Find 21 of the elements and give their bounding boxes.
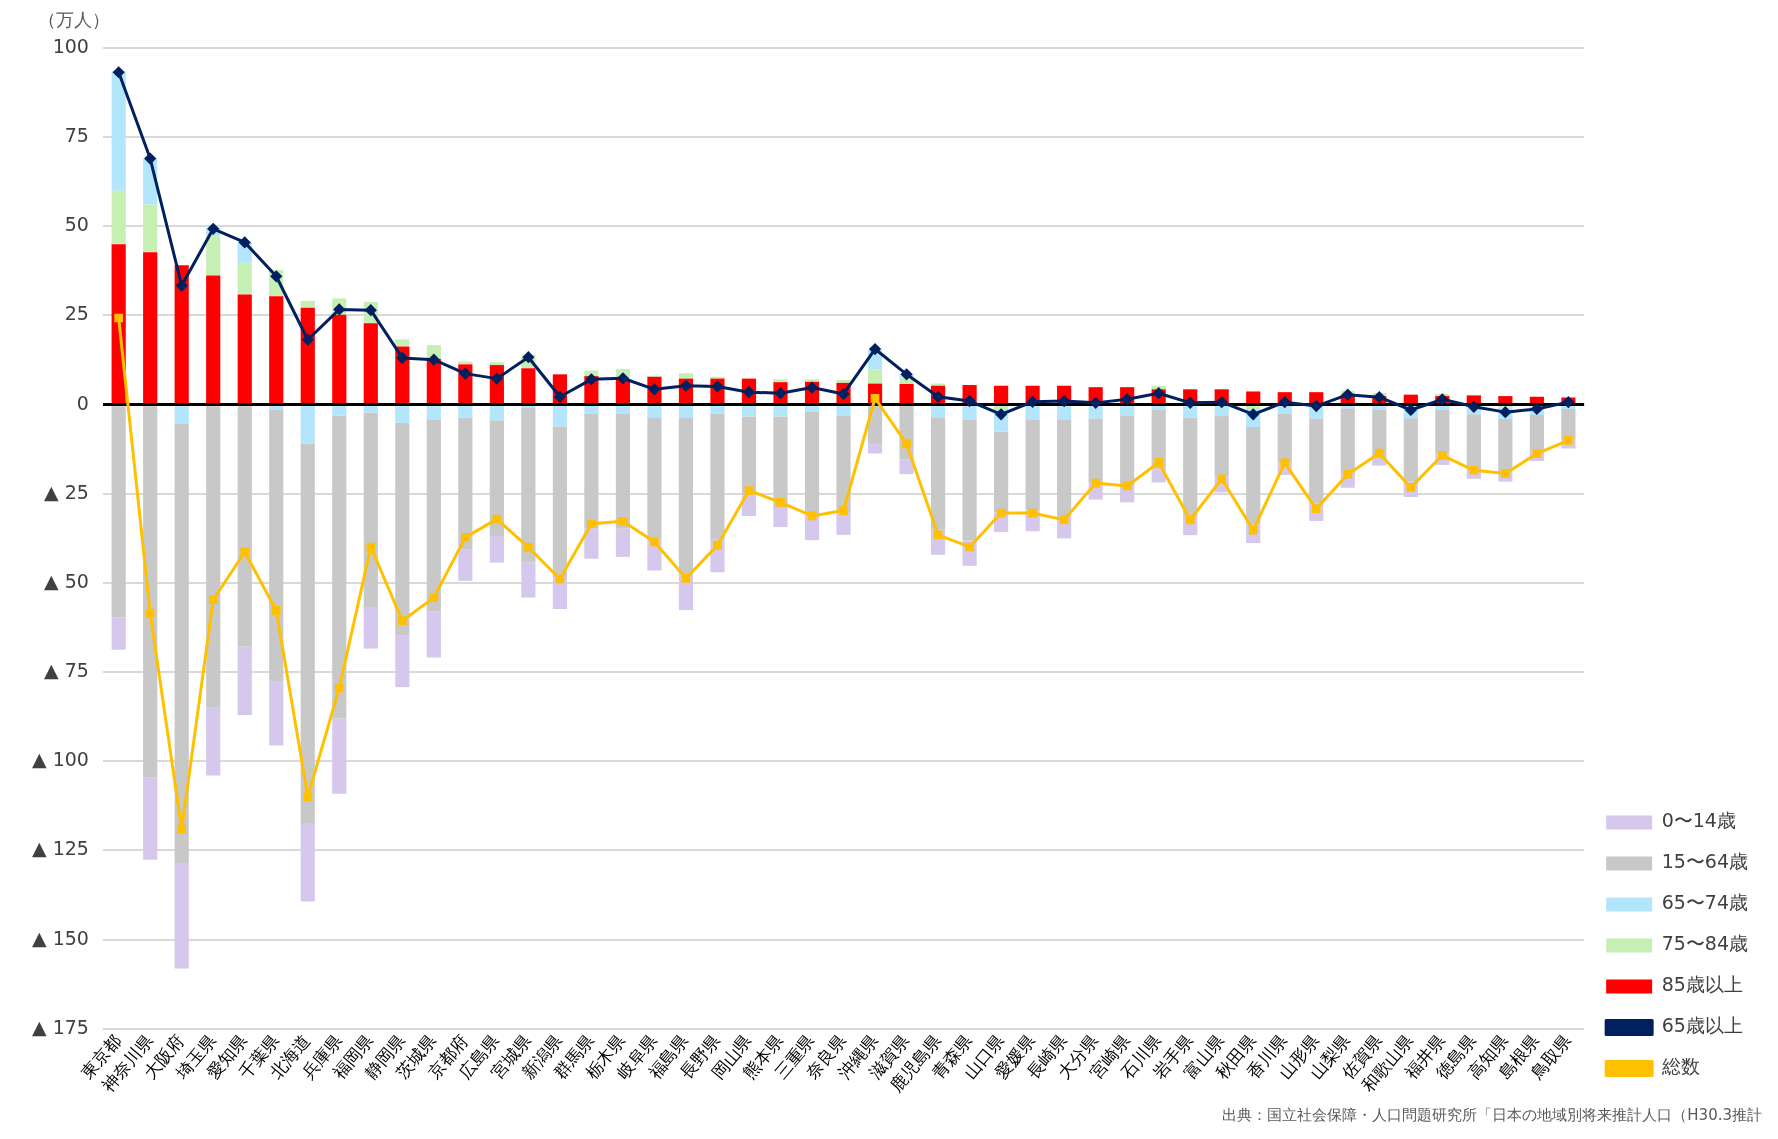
y-tick-label: ▲ 75 <box>44 659 89 682</box>
legend-label: 総数 <box>1660 1055 1700 1078</box>
legend-label: 65〜74歳 <box>1661 891 1749 914</box>
legend-label: 75〜84歳 <box>1661 932 1749 955</box>
y-tick-label: ▲ 50 <box>44 569 89 592</box>
y-axis-title: （万人） <box>38 8 110 30</box>
source-note: 出典：国立社会保障・人口問題研究所「日本の地域別将来推計人口（H30.3推計 <box>1222 1106 1762 1125</box>
legend-label: 65歳以上 <box>1661 1014 1743 1037</box>
legend-label: 0〜14歳 <box>1661 809 1736 832</box>
y-tick-label: ▲ 100 <box>31 748 89 771</box>
y-tick-label: ▲ 125 <box>31 837 89 860</box>
y-tick-label: 50 <box>64 213 89 236</box>
y-tick-label: 0 <box>76 391 89 414</box>
y-tick-label: 75 <box>64 124 89 147</box>
y-tick-label: ▲ 25 <box>44 480 89 503</box>
y-tick-label: 25 <box>64 302 89 325</box>
legend-label: 85歳以上 <box>1661 973 1743 996</box>
legend-label: 15〜64歳 <box>1661 850 1749 873</box>
y-tick-label: ▲ 150 <box>31 926 89 949</box>
y-tick-label: 100 <box>52 34 89 57</box>
y-tick-label: ▲ 175 <box>31 1015 89 1038</box>
